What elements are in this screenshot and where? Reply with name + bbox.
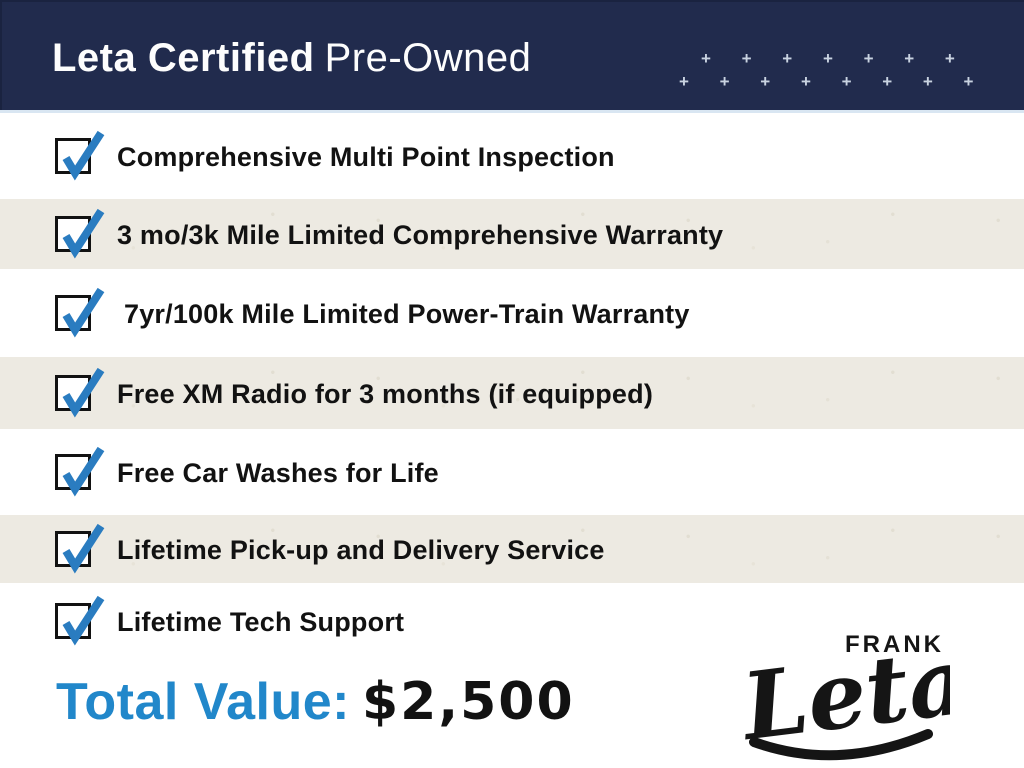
- checked-checkbox-icon: [55, 595, 105, 646]
- total-value-line: Total Value: $2,500: [56, 672, 575, 732]
- checked-checkbox-icon: [55, 367, 105, 418]
- list-item: 7yr/100k Mile Limited Power-Train Warran…: [0, 269, 1024, 357]
- total-value-label: Total Value:: [56, 673, 350, 731]
- total-value-amount: $2,500: [361, 672, 575, 732]
- logo-frank-text: FRANK: [845, 631, 944, 658]
- list-item: Comprehensive Multi Point Inspection: [0, 113, 1024, 199]
- header-banner: Leta Certified Pre-Owned + + + + + + + + …: [0, 0, 1024, 110]
- benefit-label: Lifetime Pick-up and Delivery Service: [117, 534, 605, 565]
- frank-leta-logo: FRANK Leta: [734, 626, 974, 766]
- benefit-label: Free XM Radio for 3 months (if equipped): [117, 378, 654, 409]
- checked-checkbox-icon: [55, 208, 105, 259]
- page-title-suffix: Pre-Owned: [324, 35, 532, 80]
- plus-row-top: + + + + + + +: [701, 49, 955, 68]
- plus-row-bottom: + + + + + + + +: [679, 72, 974, 91]
- checked-checkbox-icon: [55, 446, 105, 497]
- page-title: Leta Certified Pre-Owned: [52, 32, 531, 81]
- list-item: Lifetime Pick-up and Delivery Service: [0, 515, 1024, 583]
- page-title-brand: Leta Certified: [52, 35, 315, 80]
- list-item: Free Car Washes for Life: [0, 429, 1024, 515]
- benefits-list: Comprehensive Multi Point Inspection 3 m…: [0, 113, 1024, 659]
- checked-checkbox-icon: [55, 523, 105, 574]
- list-item: 3 mo/3k Mile Limited Comprehensive Warra…: [0, 199, 1024, 269]
- benefit-label: Free Car Washes for Life: [117, 457, 439, 488]
- logo-flourish: [749, 729, 933, 761]
- list-item: Lifetime Tech Support: [0, 583, 1024, 659]
- checked-checkbox-icon: [55, 287, 105, 338]
- list-item: Free XM Radio for 3 months (if equipped): [0, 357, 1024, 429]
- benefit-label: Comprehensive Multi Point Inspection: [117, 141, 615, 172]
- benefit-label: Lifetime Tech Support: [117, 606, 405, 637]
- benefit-label: 3 mo/3k Mile Limited Comprehensive Warra…: [117, 219, 724, 250]
- header-underline: [0, 110, 1024, 113]
- benefit-label: 7yr/100k Mile Limited Power-Train Warran…: [124, 298, 690, 329]
- checked-checkbox-icon: [55, 130, 105, 181]
